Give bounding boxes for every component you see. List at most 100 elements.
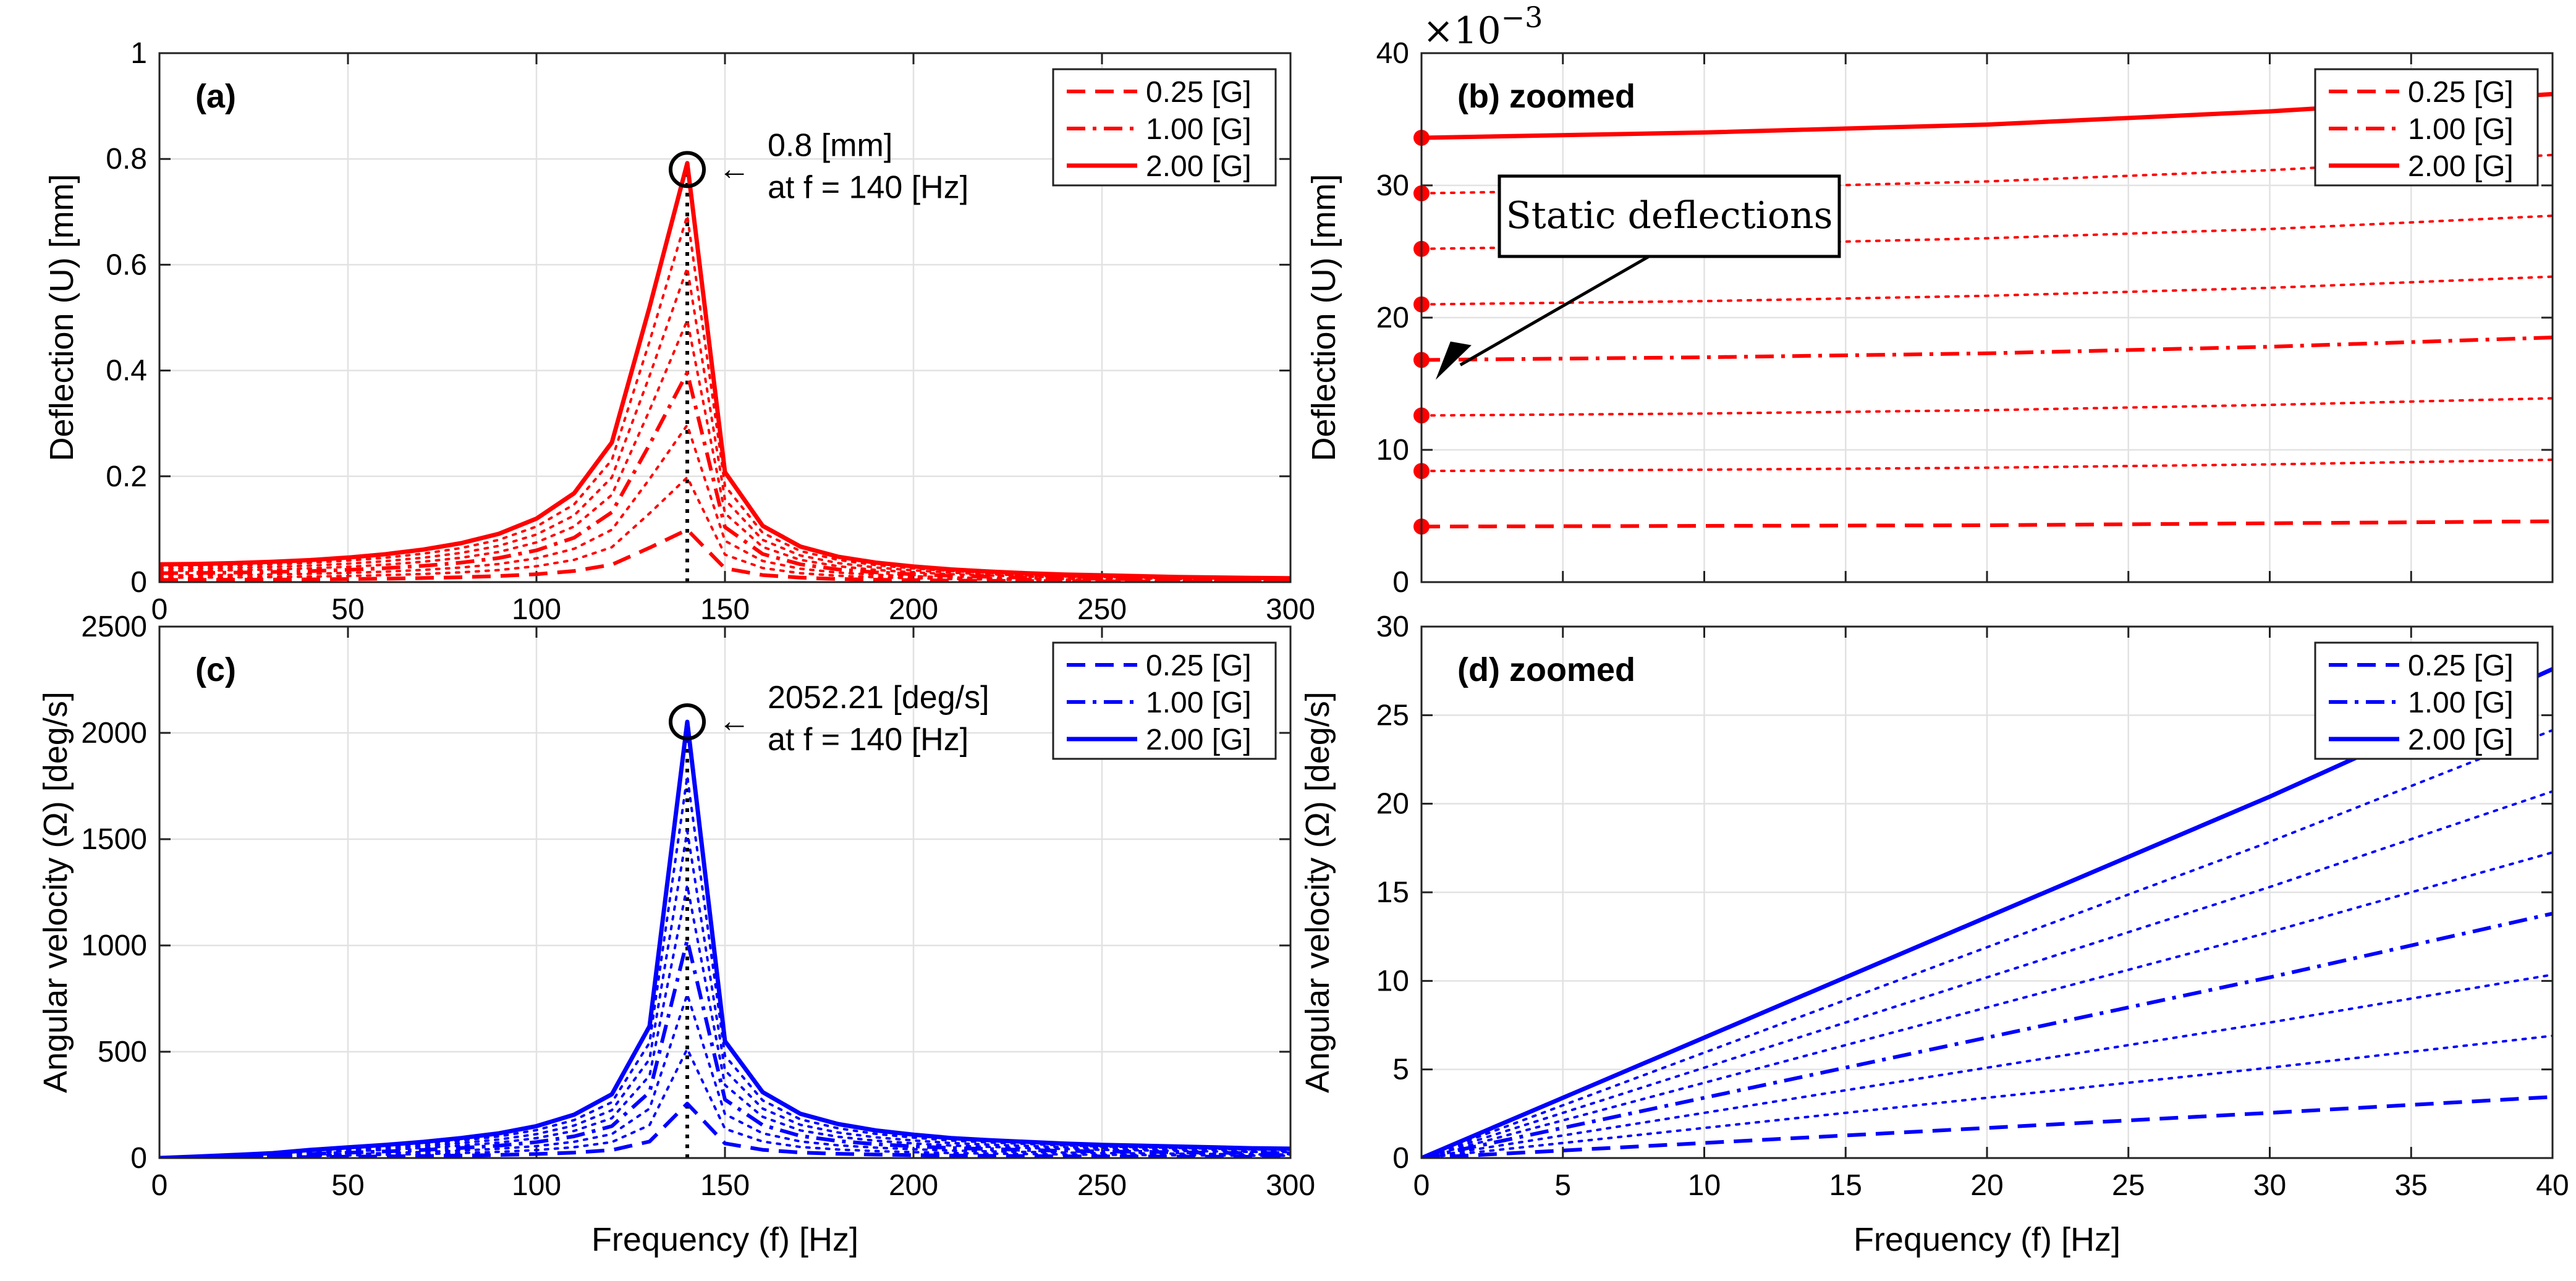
series-line-8 xyxy=(159,161,1290,581)
legend-label-3: 2.00 [G] xyxy=(1146,724,1252,756)
x-tick-label: 150 xyxy=(700,593,750,626)
legend-label-3: 2.00 [G] xyxy=(2408,724,2514,756)
series-line-3 xyxy=(159,423,1290,582)
y-tick-label: 30 xyxy=(1376,611,1409,643)
x-tick-label: 100 xyxy=(512,1169,561,1202)
legend: 0.25 [G] 1.00 [G] 2.00 [G] xyxy=(2314,641,2539,760)
peak-arrow: ← xyxy=(718,151,750,187)
x-tick-label: 0 xyxy=(151,593,168,626)
y-tick-label: 20 xyxy=(1376,302,1409,334)
y-tick-label: 2000 xyxy=(81,717,147,750)
series-line-6 xyxy=(159,266,1290,581)
legend-label-2: 1.00 [G] xyxy=(2408,113,2514,146)
callout-box xyxy=(1498,174,1841,258)
x-tick-label: 150 xyxy=(700,1169,750,1202)
legend-label-2: 1.00 [G] xyxy=(1146,687,1252,719)
peak-circle xyxy=(669,151,706,188)
legend: 0.25 [G] 1.00 [G] 2.00 [G] xyxy=(2314,68,2539,187)
legend-label-2: 1.00 [G] xyxy=(1146,113,1252,146)
panel-label: (a) xyxy=(195,78,236,115)
y-tick-label: 10 xyxy=(1376,965,1409,997)
legend-label-1: 0.25 [G] xyxy=(1146,649,1252,682)
y-axis-label: Angular velocity (Ω) [deg/s] xyxy=(1299,691,1336,1093)
series-line-2 xyxy=(159,476,1290,582)
x-tick-label: 50 xyxy=(331,593,364,626)
y-tick-label: 1000 xyxy=(81,929,147,962)
x-tick-label: 250 xyxy=(1077,1169,1127,1202)
series-line-6 xyxy=(159,829,1290,1158)
y-tick-label: 500 xyxy=(98,1036,147,1068)
series-line-1 xyxy=(1421,519,2553,529)
y-tick-label: 30 xyxy=(1376,169,1409,202)
legend: 0.25 [G] 1.00 [G] 2.00 [G] xyxy=(1052,641,1277,760)
panel-label: (b) zoomed xyxy=(1457,78,1635,115)
y-tick-label: 20 xyxy=(1376,788,1409,821)
series-line-5 xyxy=(159,319,1290,581)
axes-box xyxy=(158,52,1292,583)
x-tick-label: 5 xyxy=(1554,1169,1571,1202)
series-line-3 xyxy=(1421,397,2553,417)
series-line-8 xyxy=(159,719,1290,1158)
y-tick-label: 40 xyxy=(1376,37,1409,70)
y-tick-label: 15 xyxy=(1376,876,1409,909)
peak-value-label: 0.8 [mm] xyxy=(768,127,892,163)
y-axis-label: Angular velocity (Ω) [deg/s] xyxy=(37,691,74,1093)
series-line-6 xyxy=(1421,790,2553,1158)
y-axis-label: Deflection (U) [mm] xyxy=(43,174,80,461)
series-group xyxy=(159,719,1290,1158)
peak-value-label: 2052.21 [deg/s] xyxy=(768,680,989,716)
legend-label-2: 1.00 [G] xyxy=(2408,687,2514,719)
x-tick-label: 15 xyxy=(1829,1169,1862,1202)
x-tick-label: 40 xyxy=(2536,1169,2569,1202)
x-axis-label: Frequency (f) [Hz] xyxy=(591,1221,858,1258)
series-line-2 xyxy=(1421,1034,2553,1158)
y-axis-multiplier: ×10−3 xyxy=(1423,1,1543,53)
x-tick-label: 200 xyxy=(889,593,938,626)
peak-arrow: ← xyxy=(718,703,750,739)
panel-label: (d) zoomed xyxy=(1457,651,1635,688)
x-tick-label: 300 xyxy=(1266,1169,1315,1202)
x-tick-label: 0 xyxy=(1413,1169,1430,1202)
y-tick-label: 1 xyxy=(130,37,147,70)
panel-label: (c) xyxy=(195,651,236,688)
legend: 0.25 [G] 1.00 [G] 2.00 [G] xyxy=(1052,68,1277,187)
peak-frequency-label: at f = 140 [Hz] xyxy=(768,722,968,758)
series-line-1 xyxy=(159,1101,1290,1158)
x-tick-label: 35 xyxy=(2395,1169,2428,1202)
x-tick-label: 50 xyxy=(331,1169,364,1202)
peak-circle xyxy=(669,703,706,741)
x-tick-label: 250 xyxy=(1077,593,1127,626)
legend-label-1: 0.25 [G] xyxy=(2408,76,2514,109)
x-tick-label: 25 xyxy=(2112,1169,2145,1202)
y-tick-label: 0 xyxy=(130,566,147,599)
series-line-1 xyxy=(1421,1095,2553,1158)
series-line-3 xyxy=(1421,973,2553,1158)
x-tick-label: 300 xyxy=(1266,593,1315,626)
series-line-7 xyxy=(1421,729,2553,1158)
axes-box xyxy=(1420,625,2554,1159)
panel-c: 0 50 100 150 200 250 300 0 500 1000 1500 2000 2500 An… xyxy=(37,611,1315,1258)
legend-label-3: 2.00 [G] xyxy=(1146,150,1252,183)
callout-arrow-head xyxy=(1435,341,1472,380)
series-line-4 xyxy=(159,371,1290,582)
y-tick-label: 25 xyxy=(1376,699,1409,732)
axes-box xyxy=(1420,52,2554,583)
x-tick-label: 200 xyxy=(889,1169,938,1202)
series-line-2 xyxy=(1421,459,2553,473)
y-tick-label: 0.6 xyxy=(106,248,147,281)
y-tick-label: 0 xyxy=(1392,566,1409,599)
panel-d: 0 5 10 15 20 25 30 35 40 0 5 10 15 20 25 30 Angular velo… xyxy=(1299,611,2569,1258)
axes-box xyxy=(158,625,1292,1159)
peak-frequency-label: at f = 140 [Hz] xyxy=(768,169,968,205)
series-group xyxy=(159,161,1290,582)
x-tick-label: 30 xyxy=(2253,1169,2286,1202)
y-axis-label: Deflection (U) [mm] xyxy=(1305,174,1342,461)
x-tick-label: 10 xyxy=(1688,1169,1721,1202)
series-line-4 xyxy=(1421,911,2553,1158)
y-tick-label: 0 xyxy=(130,1142,147,1175)
legend-label-3: 2.00 [G] xyxy=(2408,150,2514,183)
y-tick-label: 0 xyxy=(1392,1142,1409,1175)
y-tick-label: 5 xyxy=(1392,1054,1409,1086)
callout-text: Static deflections xyxy=(1506,194,1833,237)
